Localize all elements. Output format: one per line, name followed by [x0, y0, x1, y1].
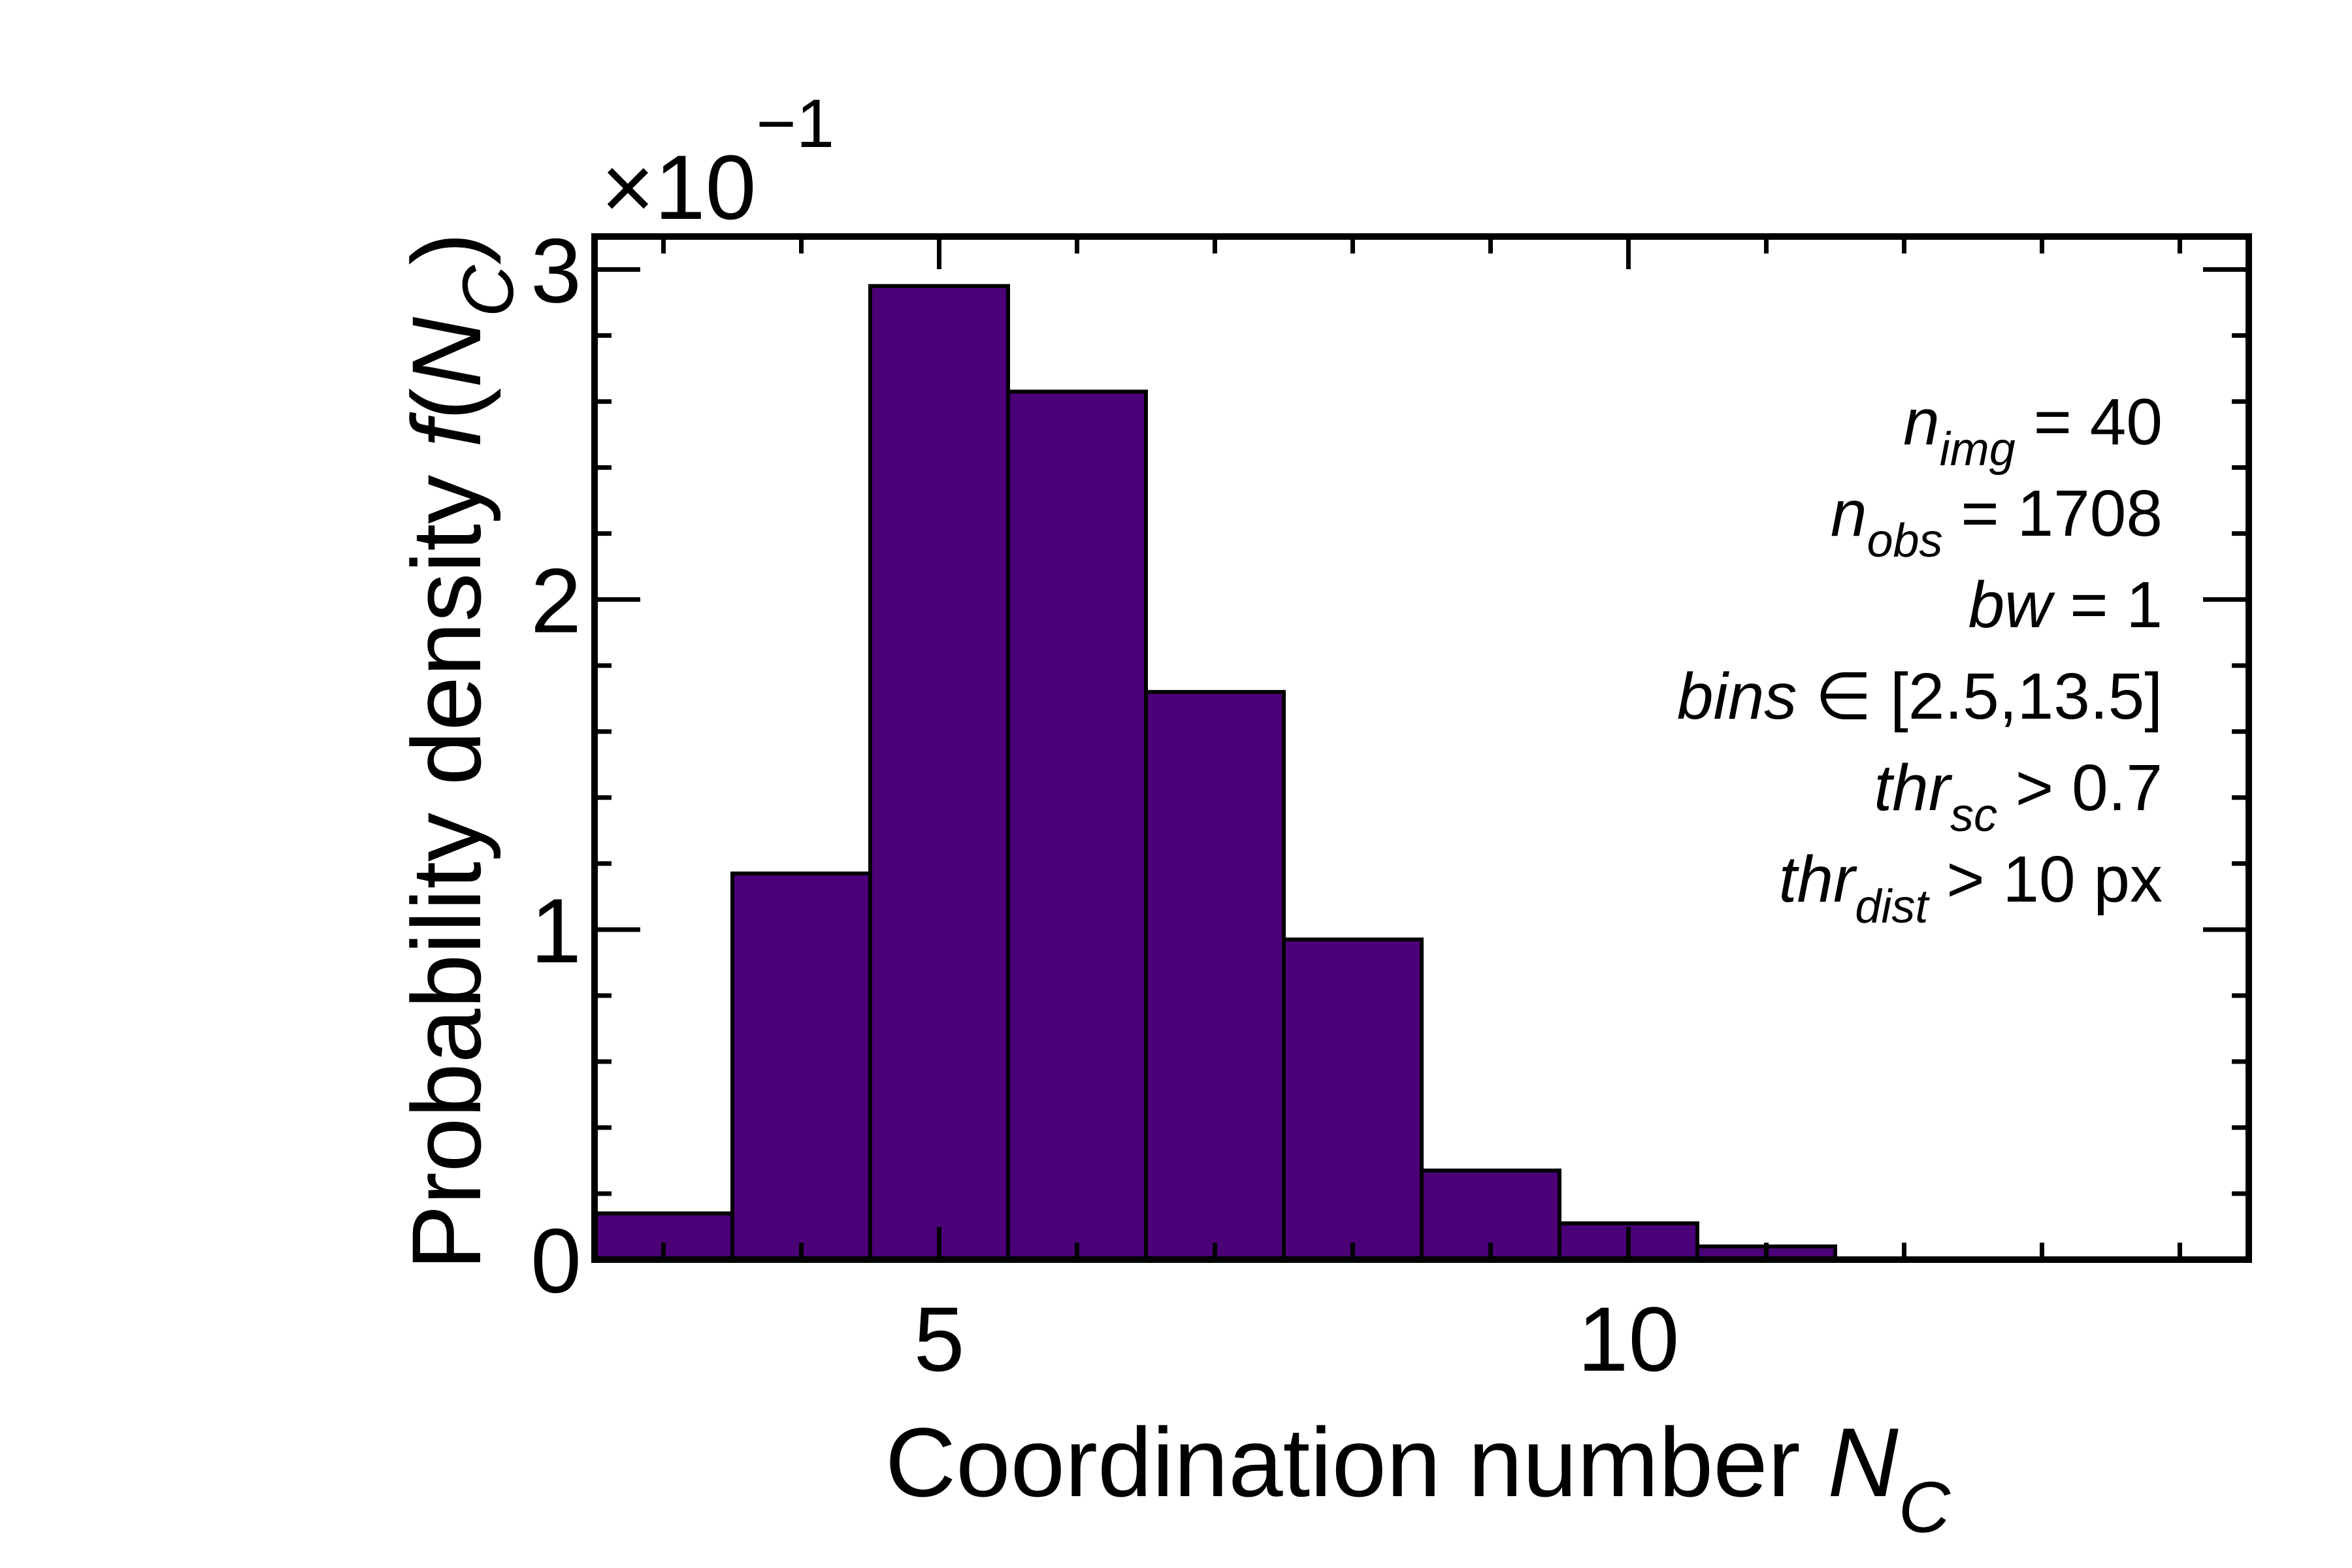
- x-tick-label: 5: [914, 1288, 965, 1390]
- histogram-bar: [730, 871, 872, 1262]
- x-axis-label-sub: C: [1899, 1467, 1952, 1548]
- y-axis-label-text: Probability density: [391, 448, 501, 1270]
- annotation-line: thrdist > 10 px: [1779, 843, 2163, 933]
- annotation-sub: img: [1940, 423, 2016, 476]
- multiplier-exponent: −1: [756, 86, 834, 162]
- annotation-value: ∈ [2.5,13.5]: [1797, 660, 2163, 733]
- y-tick-label: 2: [531, 549, 581, 652]
- histogram-bar: [1006, 389, 1148, 1262]
- plot-frame: [591, 233, 2252, 1263]
- annotation-sub: dist: [1855, 881, 1930, 933]
- tick-labels: 5 10 0 1 2 3: [531, 220, 1679, 1390]
- annotation-value: = 1708: [1943, 477, 2163, 550]
- annotation-value: > 0.7: [1997, 751, 2163, 825]
- annotation-var: n: [1831, 477, 1867, 550]
- annotation-line: nimg = 40: [1903, 385, 2163, 476]
- y-axis-label-sub: C: [448, 264, 529, 317]
- annotation-line: bins ∈ [2.5,13.5]: [1677, 660, 2163, 733]
- y-axis-label-var: N: [391, 317, 501, 388]
- annotation-sub: sc: [1950, 789, 1997, 841]
- y-tick-label: 3: [531, 220, 581, 322]
- y-axis-label-open: (: [391, 388, 501, 421]
- histogram-bar: [868, 284, 1010, 1262]
- histogram-bars: [593, 284, 1837, 1262]
- histogram-bar: [1144, 690, 1286, 1262]
- annotation-value: = 40: [2016, 385, 2163, 459]
- annotation-var: thr: [1874, 751, 1952, 825]
- y-tick-label: 1: [531, 879, 581, 982]
- annotation-var: n: [1903, 385, 1940, 459]
- histogram-bar: [1282, 937, 1424, 1262]
- annotation-value: = 1: [2051, 568, 2163, 642]
- y-tick-label: 0: [531, 1209, 581, 1312]
- x-axis-label-text: Coordination number: [885, 1407, 1828, 1517]
- annotation-sub: obs: [1867, 515, 1942, 567]
- annotation-var: thr: [1779, 843, 1857, 916]
- y-axis-label: Probability density f(NC): [391, 233, 529, 1270]
- y-axis-label-close: ): [391, 233, 501, 265]
- annotation-var: bw: [1968, 568, 2056, 642]
- annotation-line: bw = 1: [1968, 568, 2163, 642]
- multiplier-base: ×10: [601, 136, 756, 238]
- annotation-line: thrsc > 0.7: [1874, 751, 2163, 841]
- x-axis-label: Coordination number NC: [885, 1407, 1952, 1548]
- annotation-var: bins: [1677, 660, 1797, 733]
- y-axis-multiplier: ×10−1: [601, 86, 834, 238]
- x-axis-label-var: N: [1827, 1407, 1899, 1517]
- x-tick-label: 10: [1578, 1288, 1680, 1390]
- annotation-value: > 10 px: [1928, 843, 2163, 916]
- annotation-line: nobs = 1708: [1831, 477, 2163, 567]
